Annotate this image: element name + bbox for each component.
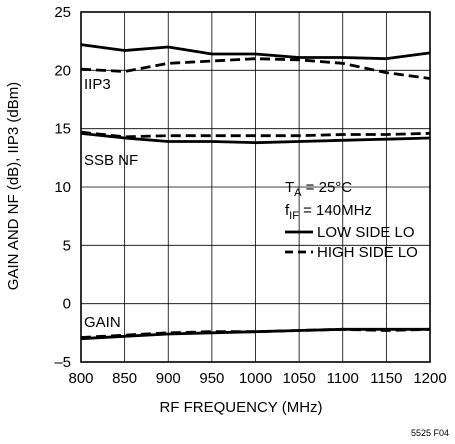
condition-fif: fIF = 140MHz xyxy=(285,202,372,222)
x-tick-label: 850 xyxy=(112,370,137,387)
series-line-ssb-nf-dashed xyxy=(80,130,431,139)
x-tick-label: 950 xyxy=(199,370,224,387)
y-tick-label: 15 xyxy=(54,121,71,138)
y-tick-label: 25 xyxy=(54,4,71,21)
x-tick-label: 1050 xyxy=(282,370,315,387)
plot-frame xyxy=(80,11,431,363)
iip3-annotation: IIP3 xyxy=(84,76,111,93)
x-tick-label: 900 xyxy=(156,370,181,387)
x-tick-label: 1000 xyxy=(239,370,272,387)
y-axis-label: GAIN AND NF (dB), IIP3 (dBm) xyxy=(5,82,22,290)
series-line-ssb-nf-solid xyxy=(80,131,431,145)
figure-id: 5525 F04 xyxy=(411,428,449,438)
y-tick-labels: –5 0 5 10 15 20 25 xyxy=(54,4,71,371)
series-line-gain-dashed xyxy=(80,327,431,339)
x-tick-label: 1100 xyxy=(327,370,359,387)
x-tick-labels: 800 850 900 950 1000 1050 1100 1150 1200 xyxy=(68,370,446,387)
x-tick-label: 1150 xyxy=(370,370,402,387)
series-line-iip3-solid xyxy=(80,43,431,61)
series-line-iip3-dashed xyxy=(80,57,431,80)
legend-label-high-side-lo: HIGH SIDE LO xyxy=(317,244,418,261)
y-tick-label: –5 xyxy=(54,354,71,371)
y-tick-label: 0 xyxy=(63,296,71,313)
legend: LOW SIDE LO HIGH SIDE LO xyxy=(285,224,418,261)
legend-label-low-side-lo: LOW SIDE LO xyxy=(317,224,415,241)
y-tick-label: 10 xyxy=(54,179,71,196)
condition-ta: TA = 25°C xyxy=(285,179,352,199)
x-tick-label: 800 xyxy=(68,370,93,387)
grid xyxy=(80,11,431,363)
y-tick-label: 5 xyxy=(63,237,71,254)
ssb-nf-annotation: SSB NF xyxy=(84,152,138,169)
series-group xyxy=(80,43,431,341)
gain-annotation: GAIN xyxy=(84,314,121,331)
x-tick-label: 1200 xyxy=(413,370,446,387)
y-tick-label: 20 xyxy=(54,62,71,79)
x-axis-label: RF FREQUENCY (MHz) xyxy=(159,399,322,416)
